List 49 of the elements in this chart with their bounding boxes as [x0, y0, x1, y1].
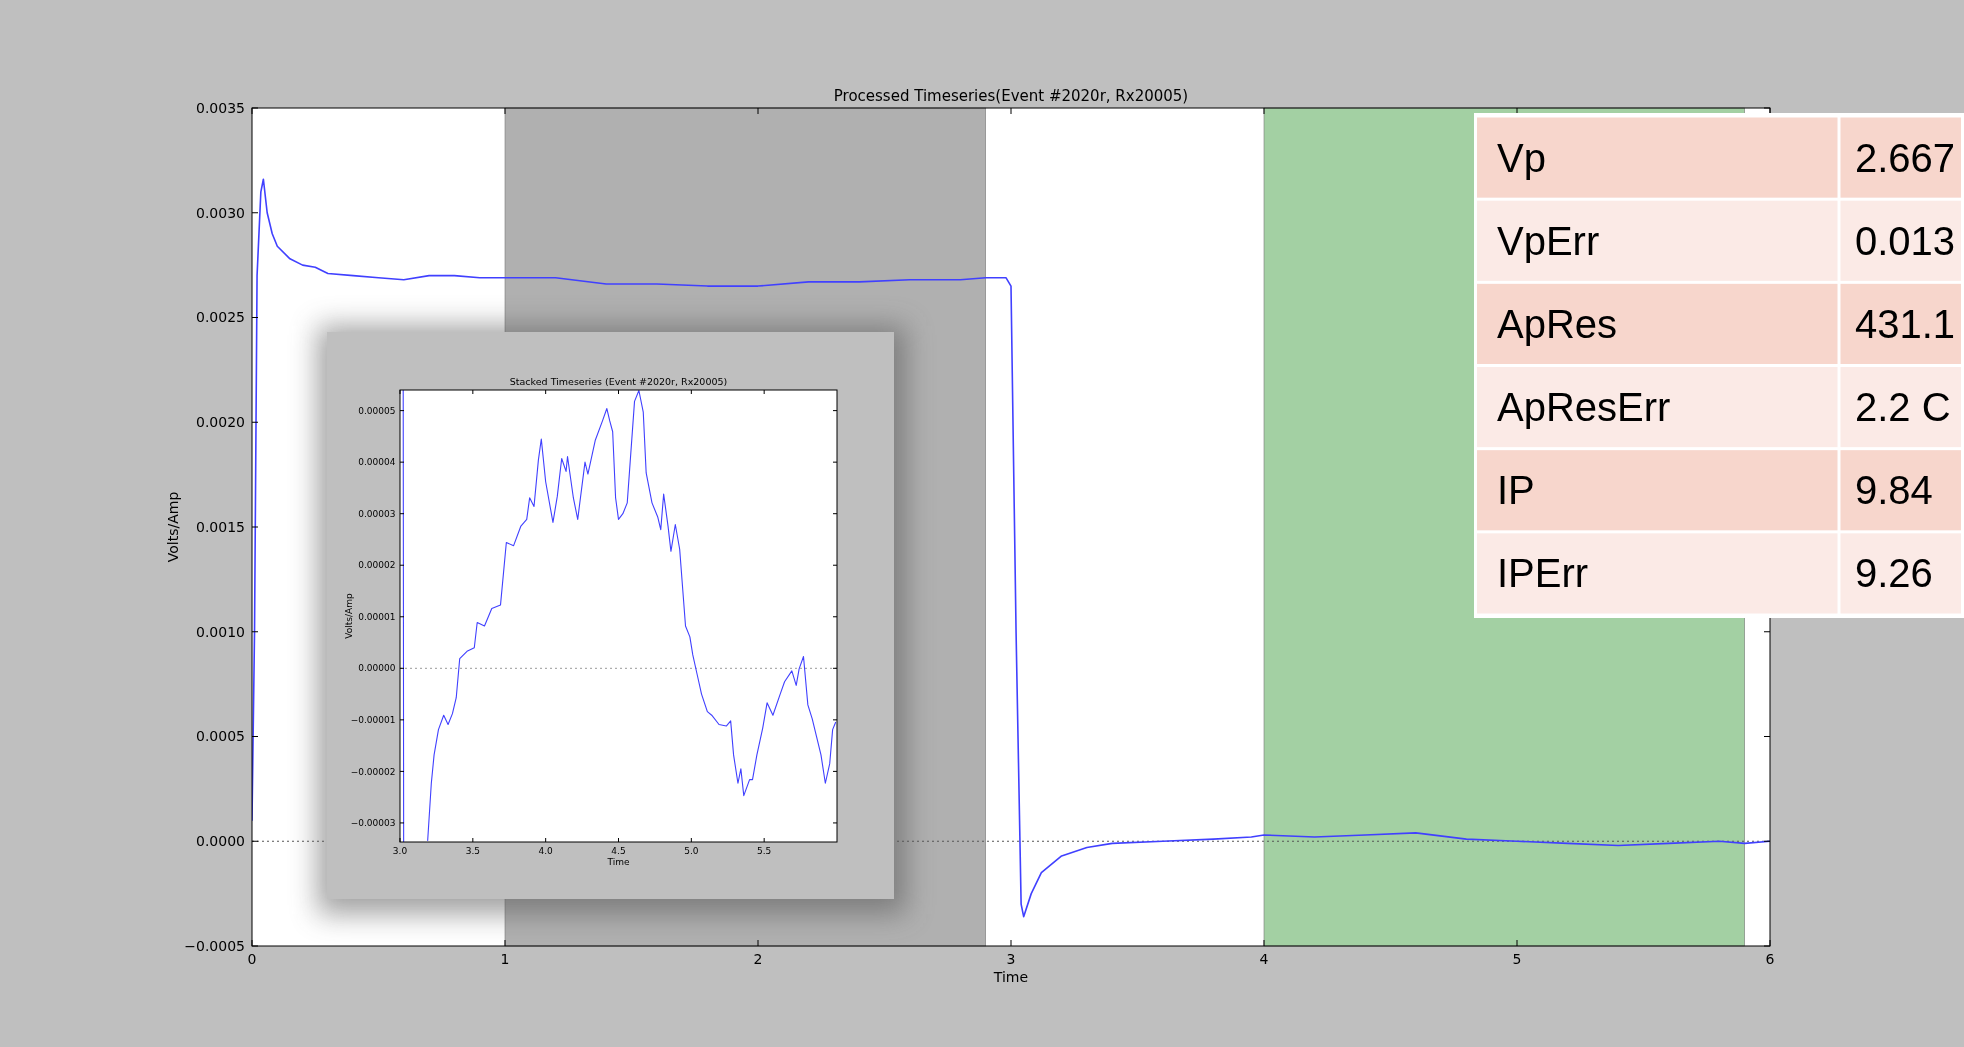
- x-tick-label: 1: [500, 951, 510, 968]
- y-tick-label: 0.00004: [358, 457, 396, 468]
- y-tick-label: −0.00003: [350, 818, 396, 829]
- x-tick-label: 3: [1006, 951, 1016, 968]
- x-tick-label: 5.5: [757, 845, 772, 856]
- y-tick-label: 0.00002: [358, 560, 396, 571]
- x-tick-label: 2: [753, 951, 763, 968]
- y-tick-label: 0.0025: [196, 309, 245, 326]
- x-axis-title: Time: [992, 969, 1029, 986]
- y-tick-label: 0.0000: [196, 833, 245, 850]
- x-axis-title: Time: [606, 857, 630, 868]
- x-tick-label: 4.0: [538, 845, 554, 856]
- y-axis-title: Volts/Amp: [344, 593, 355, 639]
- text: 0.013: [1855, 218, 1956, 263]
- x-tick-label: 3.0: [392, 845, 408, 856]
- x-tick-label: 5: [1512, 951, 1522, 968]
- text: 2.667: [1855, 135, 1956, 180]
- y-tick-label: 0.0015: [196, 518, 245, 535]
- y-tick-label: 0.0010: [196, 623, 245, 640]
- category-label: Vp: [1497, 135, 1546, 180]
- y-tick-label: 0.00000: [358, 663, 396, 674]
- category-label: IPErr: [1497, 551, 1589, 596]
- category-label: VpErr: [1497, 218, 1600, 263]
- y-tick-label: 0.00001: [358, 611, 396, 622]
- chart-title: Stacked Timeseries (Event #2020r, Rx20005): [509, 376, 728, 388]
- y-tick-label: 0.00003: [358, 508, 396, 519]
- x-tick-label: 6: [1765, 951, 1775, 968]
- chart-title: Processed Timeseries(Event #2020r, Rx20005): [833, 86, 1189, 105]
- y-tick-label: −0.00001: [350, 715, 396, 725]
- x-tick-label: 4.5: [611, 845, 626, 856]
- category-label: IP: [1497, 468, 1535, 513]
- text: 9.26: [1855, 551, 1933, 596]
- category-label: ApRes: [1497, 301, 1618, 346]
- y-tick-label: −0.0005: [184, 937, 245, 954]
- category-label: ApResErr: [1497, 385, 1671, 430]
- text: 9.84: [1855, 468, 1933, 513]
- y-tick-label: 0.0030: [196, 204, 245, 221]
- y-tick-label: 0.00005: [358, 405, 396, 416]
- y-axis-title: Volts/Amp: [164, 491, 181, 563]
- x-tick-label: 4: [1259, 951, 1269, 968]
- x-tick-label: 0: [247, 951, 257, 968]
- text: 2.2 C: [1855, 385, 1951, 430]
- x-tick-label: 3.5: [465, 845, 480, 856]
- y-tick-label: 0.0035: [196, 99, 245, 116]
- x-tick-label: 5.0: [684, 845, 699, 856]
- text: 431.1: [1855, 301, 1956, 346]
- y-tick-label: 0.0020: [196, 414, 245, 431]
- y-tick-label: −0.00002: [350, 766, 396, 777]
- y-tick-label: 0.0005: [196, 728, 245, 745]
